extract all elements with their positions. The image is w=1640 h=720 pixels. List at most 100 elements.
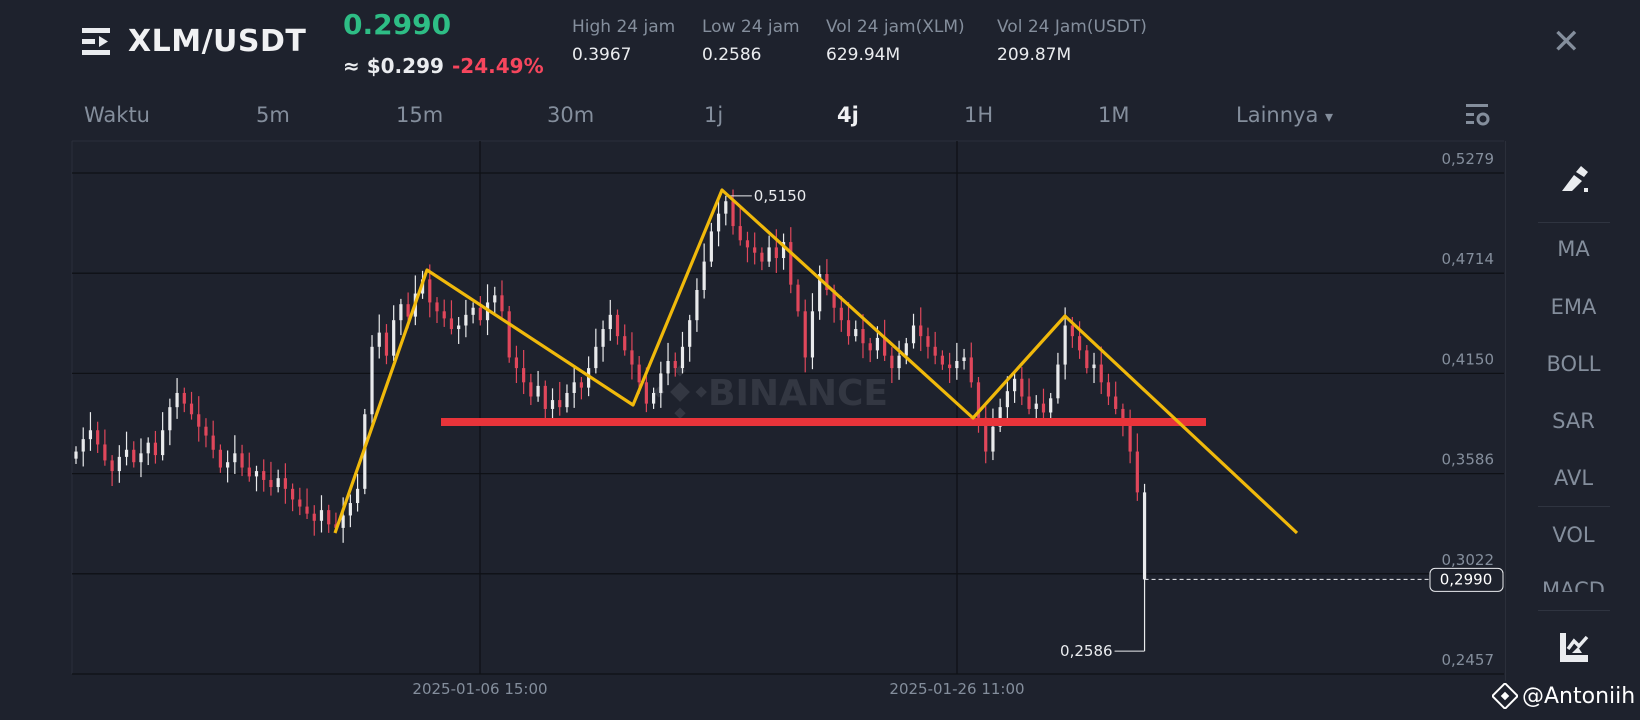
tab-1j[interactable]: 1j xyxy=(704,103,724,127)
binance-logo-icon xyxy=(1492,683,1518,709)
candle-body xyxy=(731,201,735,227)
indicator-vol[interactable]: VOL xyxy=(1552,523,1595,547)
indicator-macd[interactable]: MACD xyxy=(1542,578,1605,592)
candle-body xyxy=(810,311,815,358)
tab-more[interactable]: Lainnya ▾ xyxy=(1236,103,1333,127)
candle-body xyxy=(550,400,555,409)
candle-body xyxy=(442,311,446,319)
candle-body xyxy=(507,311,511,358)
last-price-tag-label: 0,2990 xyxy=(1440,570,1493,588)
tab-waktu[interactable]: Waktu xyxy=(84,103,150,127)
candle-body xyxy=(514,357,519,369)
indicator-sar[interactable]: SAR xyxy=(1552,409,1595,433)
candle-body xyxy=(1041,403,1046,413)
candle-body xyxy=(211,435,215,450)
candle-body xyxy=(897,355,901,369)
indicator-ema[interactable]: EMA xyxy=(1550,295,1597,319)
candle-body xyxy=(904,343,908,356)
candle-body xyxy=(652,392,656,404)
candle-body xyxy=(522,368,526,383)
candle-body xyxy=(449,318,454,330)
tab-more-label: Lainnya xyxy=(1236,103,1319,127)
candle-body xyxy=(984,417,988,452)
indicator-avl[interactable]: AVL xyxy=(1553,466,1594,490)
pair-title: XLM/USDT xyxy=(128,24,307,59)
candle-body xyxy=(355,488,360,504)
low-annotation-label: 0,2586 xyxy=(1060,642,1113,660)
tab-4j[interactable]: 4j xyxy=(837,103,859,127)
candle-body xyxy=(1005,391,1009,408)
pencil-draw-icon[interactable] xyxy=(1506,161,1640,197)
candle-body xyxy=(312,513,316,521)
candle-body xyxy=(392,320,396,356)
chart-settings-icon[interactable] xyxy=(1465,103,1491,127)
tab-30m[interactable]: 30m xyxy=(547,103,595,127)
chart-type-icon[interactable] xyxy=(1506,631,1640,665)
candle-body xyxy=(132,449,136,463)
last-price: 0.2990 xyxy=(343,8,452,41)
candle-body xyxy=(724,201,728,214)
y-tick-label: 0,4714 xyxy=(1442,250,1495,268)
candle-body xyxy=(991,426,995,452)
tab-1m[interactable]: 1M xyxy=(1098,103,1130,127)
indicator-boll[interactable]: BOLL xyxy=(1546,352,1601,376)
candle-body xyxy=(110,460,114,472)
candle-body xyxy=(399,304,403,321)
caret-down-icon: ▾ xyxy=(1325,107,1334,126)
candle-body xyxy=(1056,364,1060,399)
sidebar-divider xyxy=(1538,222,1610,223)
y-tick-label: 0,3022 xyxy=(1442,551,1495,569)
change-percent: -24.49% xyxy=(452,54,544,78)
tab-15m[interactable]: 15m xyxy=(396,103,444,127)
candle-body xyxy=(623,336,627,351)
candle-body xyxy=(1027,396,1031,409)
stat-low-label: Low 24 jam xyxy=(702,17,800,37)
candle-body xyxy=(644,382,648,404)
candle-body xyxy=(818,274,822,312)
candle-body xyxy=(153,442,158,456)
menu-collapse-icon[interactable] xyxy=(82,28,112,56)
tab-5m[interactable]: 5m xyxy=(256,103,290,127)
candle-body xyxy=(435,302,439,312)
candle-body xyxy=(377,332,381,347)
candle-body xyxy=(182,392,186,404)
stat-low-value: 0.2586 xyxy=(702,45,762,65)
candle-body xyxy=(305,506,309,514)
candle-body xyxy=(565,392,569,408)
candle-body xyxy=(940,355,944,365)
candle-body xyxy=(919,325,923,337)
candle-body xyxy=(695,289,699,321)
candle-body xyxy=(1106,382,1111,397)
candle-body xyxy=(1085,350,1089,369)
candle-body xyxy=(846,320,851,337)
axis-labels: 0,5279 0,4714 0,4150 0,3586 0,3022 0,2457 2025… xyxy=(412,150,1494,698)
watermark-text: BINANCE xyxy=(708,373,888,414)
candle-body xyxy=(709,231,713,262)
candle-body xyxy=(587,368,591,388)
x-tick-label: 2025-01-26 11:00 xyxy=(889,680,1024,698)
indicator-ma[interactable]: MA xyxy=(1557,237,1590,261)
stat-vol-usdt-value: 209.87M xyxy=(997,45,1072,65)
candle-body xyxy=(781,242,786,259)
candle-body xyxy=(861,329,865,344)
close-button[interactable]: ✕ xyxy=(1552,22,1581,62)
candle-body xyxy=(1063,325,1067,365)
candle-body xyxy=(594,346,598,369)
candle-body xyxy=(74,451,78,459)
tab-1h[interactable]: 1H xyxy=(964,103,994,127)
candle-body xyxy=(926,336,930,347)
candle-body xyxy=(774,247,778,259)
candle-body xyxy=(327,510,331,525)
candle-body xyxy=(478,307,482,321)
y-tick-label: 0,2457 xyxy=(1442,651,1495,669)
x-tick-label: 2025-01-06 15:00 xyxy=(412,680,547,698)
drawings: 0,5150 0,2586 0,2990 xyxy=(333,187,1504,660)
candle-body xyxy=(659,373,663,393)
stat-vol-xlm-value: 629.94M xyxy=(826,45,901,65)
candle-body xyxy=(348,503,352,516)
candle-body xyxy=(688,320,692,347)
candle-body xyxy=(883,337,887,356)
candle-body xyxy=(493,295,497,303)
candle-body xyxy=(233,453,237,463)
